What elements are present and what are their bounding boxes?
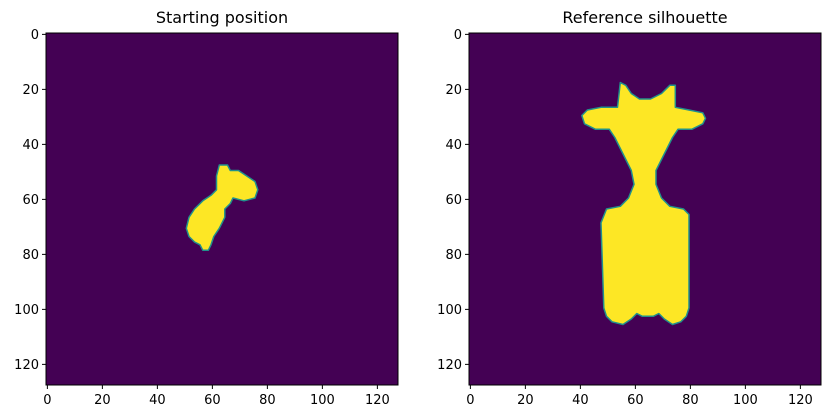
silhouette-shape-reference-silhouette — [581, 81, 707, 326]
y-tick-label: 60 — [22, 193, 39, 208]
x-tick-label: 100 — [310, 393, 335, 408]
panel-starting-position: Starting position 0 20 40 60 80 100 120 0 20 40 60… — [14, 8, 399, 408]
x-tick-label: 20 — [517, 393, 534, 408]
panel-reference-silhouette: Reference silhouette 0 20 40 60 80 100 120 0 20 4… — [437, 8, 822, 408]
x-tick-label: 40 — [572, 393, 589, 408]
y-tick-label: 100 — [14, 303, 39, 318]
x-tick-label: 80 — [259, 393, 276, 408]
y-tick-label: 40 — [22, 138, 39, 153]
y-tick-label: 80 — [22, 248, 39, 263]
x-tick-label: 20 — [94, 393, 111, 408]
panel-title-starting-position: Starting position — [156, 8, 288, 27]
silhouette-shape-starting-position — [185, 164, 259, 252]
y-tick-label: 0 — [454, 28, 462, 43]
x-tick-label: 120 — [788, 393, 813, 408]
y-tick-label: 120 — [14, 358, 39, 373]
y-tick-label: 40 — [445, 138, 462, 153]
axes-frame-reference-silhouette — [468, 32, 822, 386]
x-tick-label: 120 — [365, 393, 390, 408]
x-tick-label: 80 — [682, 393, 699, 408]
y-tick-label: 80 — [445, 248, 462, 263]
y-tick-label: 0 — [31, 28, 39, 43]
x-tick-label: 0 — [466, 393, 474, 408]
x-tick-label: 0 — [43, 393, 51, 408]
y-tick-label: 60 — [445, 193, 462, 208]
y-tick-label: 20 — [22, 83, 39, 98]
x-tick-label: 60 — [627, 393, 644, 408]
x-tick-label: 40 — [149, 393, 166, 408]
y-tick-label: 100 — [437, 303, 462, 318]
y-tick-label: 120 — [437, 358, 462, 373]
y-tick-label: 20 — [445, 83, 462, 98]
panel-title-reference-silhouette: Reference silhouette — [562, 8, 727, 27]
x-tick-label: 60 — [204, 393, 221, 408]
x-tick-label: 100 — [733, 393, 758, 408]
axes-frame-starting-position — [45, 32, 399, 386]
